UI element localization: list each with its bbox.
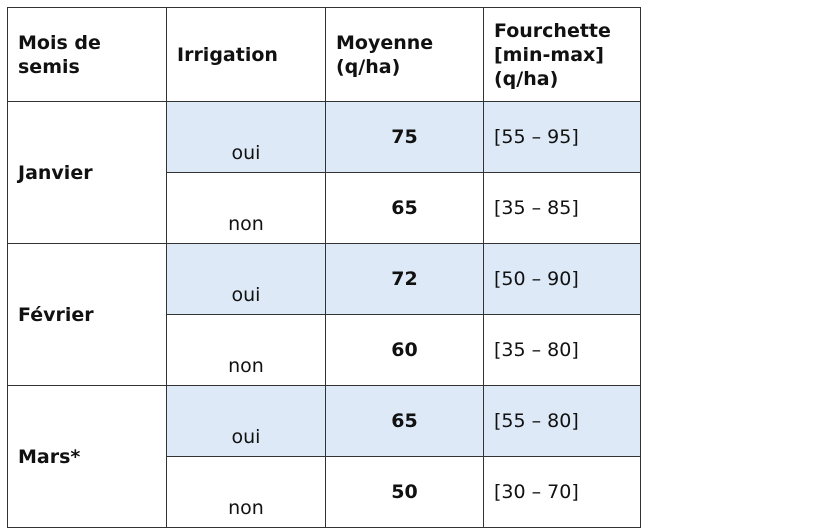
- table-row: Mars* oui 65 [55 – 80]: [7, 385, 641, 528]
- header-month: Mois de semis: [7, 7, 167, 102]
- table-row: Février oui 72 [50 – 90]: [7, 243, 641, 386]
- range-cell: [30 – 70]: [483, 456, 641, 528]
- header-irrigation: Irrigation: [166, 7, 326, 102]
- range-cell: [50 – 90]: [483, 243, 641, 315]
- yield-table: Mois de semis Irrigation Moyenne (q/ha) Fo…: [7, 7, 641, 528]
- month-cell: Mars*: [7, 385, 167, 528]
- average-cell: 65: [325, 385, 484, 457]
- irrigation-cell: oui: [166, 243, 326, 315]
- table-row: Janvier oui 75 [55 – 95]: [7, 101, 641, 244]
- average-cell: 60: [325, 314, 484, 386]
- month-cell: Janvier: [7, 101, 167, 244]
- average-cell: 65: [325, 172, 484, 244]
- irrigation-cell: oui: [166, 101, 326, 173]
- header-average: Moyenne (q/ha): [325, 7, 484, 102]
- irrigation-cell: oui: [166, 385, 326, 457]
- range-cell: [55 – 95]: [483, 101, 641, 173]
- range-cell: [35 – 85]: [483, 172, 641, 244]
- header-range: Fourchette [min-max] (q/ha): [483, 7, 641, 102]
- range-cell: [35 – 80]: [483, 314, 641, 386]
- irrigation-cell: non: [166, 314, 326, 386]
- irrigation-cell: non: [166, 172, 326, 244]
- irrigation-cell: non: [166, 456, 326, 528]
- table-row: non 65 [35 – 85]: [8, 172, 641, 244]
- average-cell: 72: [325, 243, 484, 315]
- table-row: non 60 [35 – 80]: [8, 314, 641, 386]
- range-cell: [55 – 80]: [483, 385, 641, 457]
- average-cell: 50: [325, 456, 484, 528]
- header-row: Mois de semis Irrigation Moyenne (q/ha) Fo…: [7, 7, 641, 102]
- month-cell: Février: [7, 243, 167, 386]
- average-cell: 75: [325, 101, 484, 173]
